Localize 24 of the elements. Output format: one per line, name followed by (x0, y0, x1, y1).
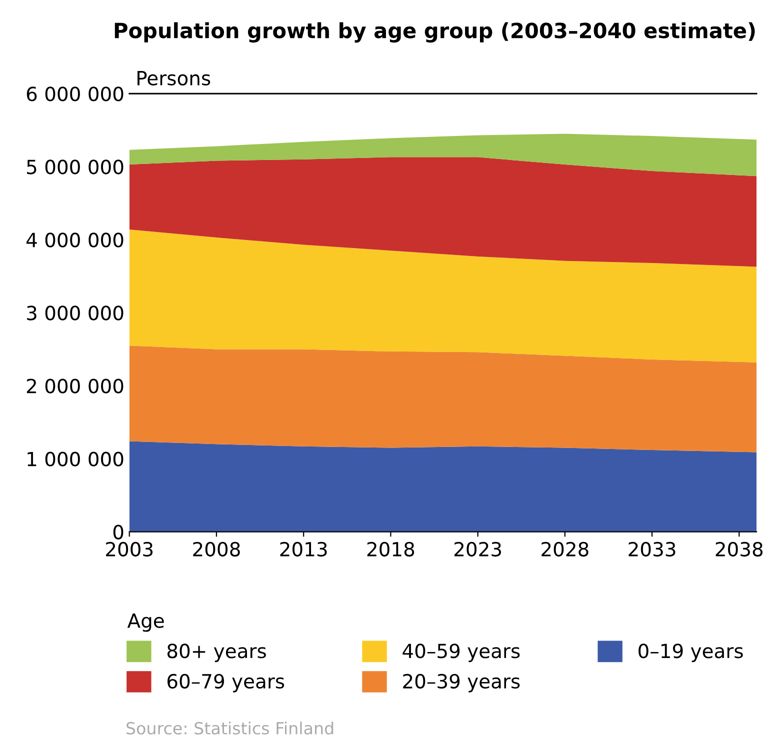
x-tick-label: 2013 (280, 542, 327, 557)
x-tick-label: 2038 (716, 542, 763, 557)
source-note: Source: Statistics Finland (126, 722, 334, 735)
legend-title: Age (127, 614, 164, 632)
y-tick-label: 4 000 000 (26, 232, 124, 248)
x-tick-label: 2008 (193, 542, 240, 557)
y-tick-label: 0 (113, 524, 124, 540)
legend-label: 60–79 years (168, 674, 284, 692)
x-tick-label: 2003 (106, 542, 153, 557)
x-tick-label: 2033 (628, 542, 676, 557)
y-tick-label: 5 000 000 (27, 160, 124, 174)
y-tick-label: 2 000 000 (26, 378, 124, 394)
legend-label: 40–59 years (402, 644, 520, 662)
legend-label: 80+ years (167, 644, 266, 662)
legend-label: 20–39 years (403, 674, 520, 692)
y-axis-title: Persons (138, 71, 210, 86)
chart-title: Population growth by age group (2003–2040 estimate) (114, 22, 755, 43)
x-tick-label: 2028 (542, 542, 588, 557)
y-tick-label: 1 000 000 (28, 452, 124, 466)
x-tick-label: 2023 (454, 542, 501, 557)
y-tick-label: 6 000 000 (26, 86, 124, 102)
legend-label: 0–19 years (638, 644, 743, 662)
x-tick-label: 2018 (367, 542, 414, 557)
y-tick-label: 3 000 000 (27, 306, 124, 320)
